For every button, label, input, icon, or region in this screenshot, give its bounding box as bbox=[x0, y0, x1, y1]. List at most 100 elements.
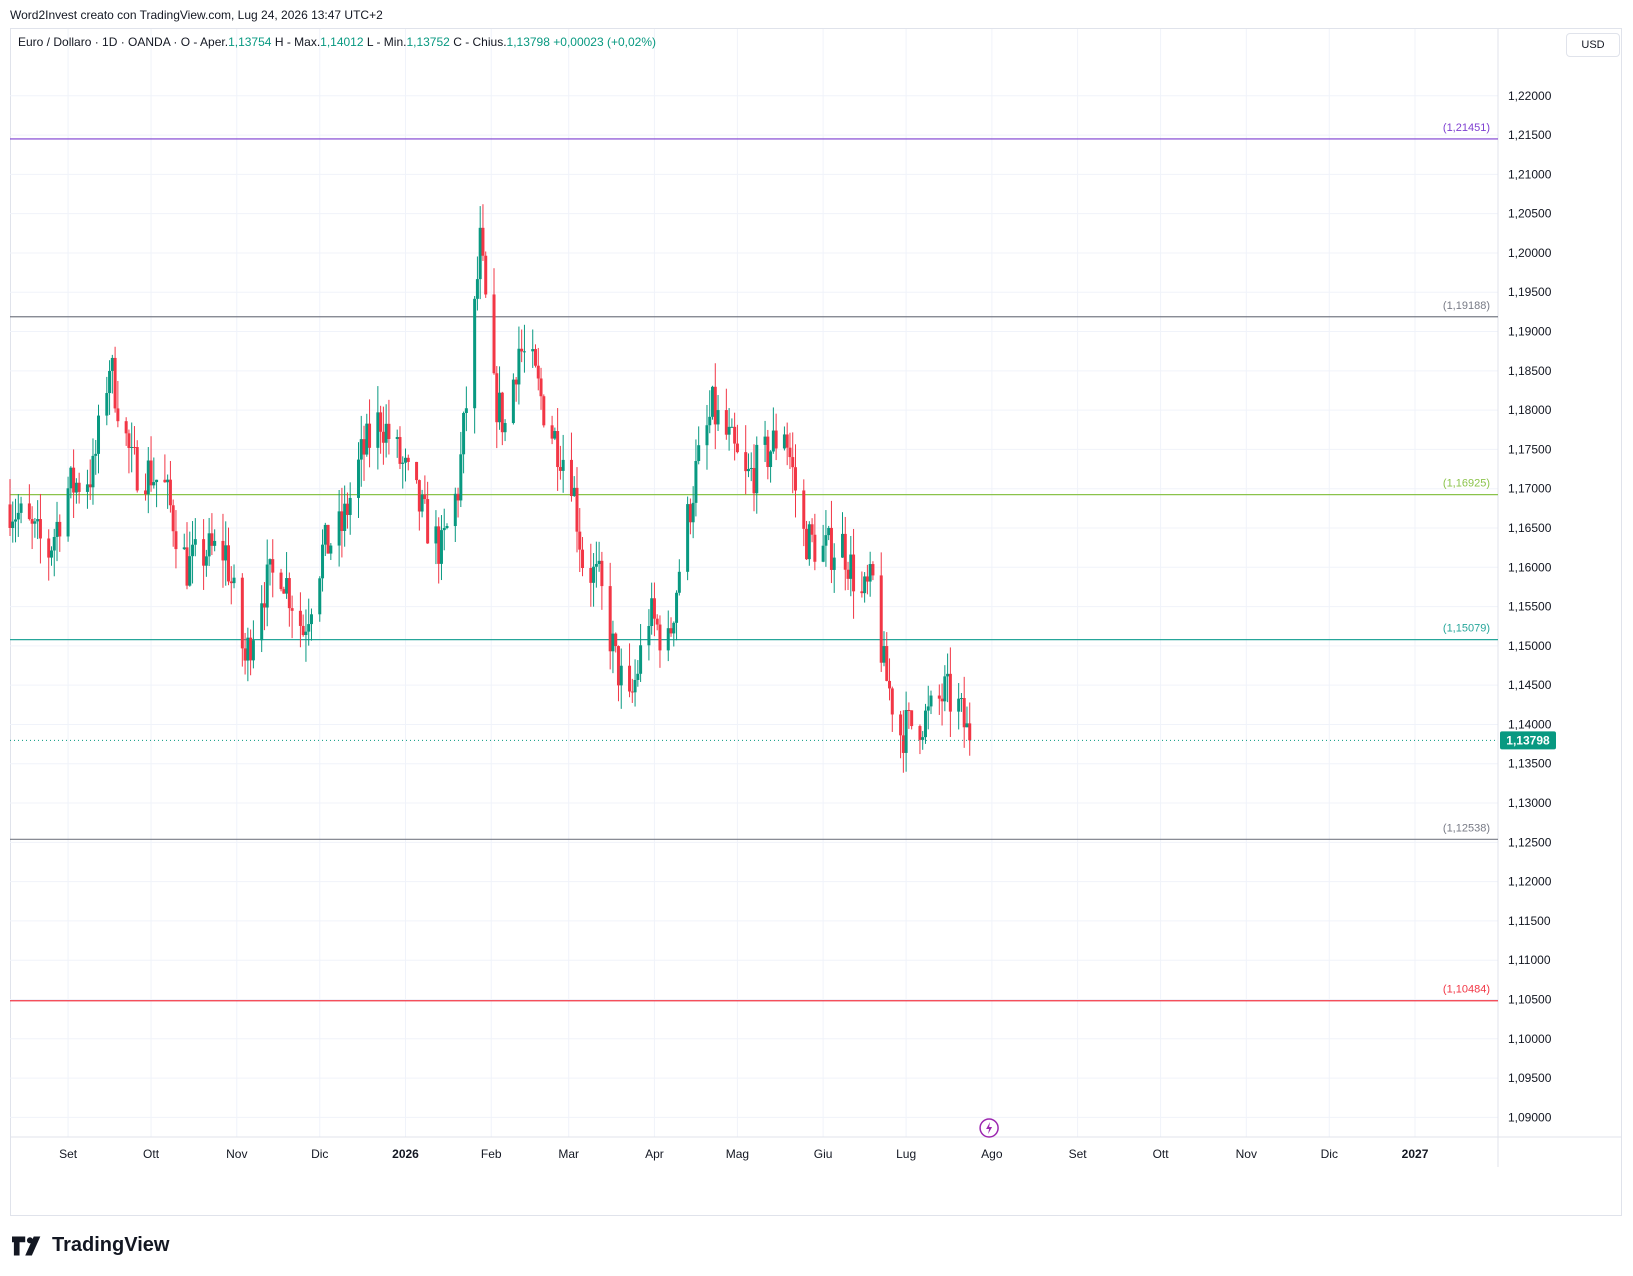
candle-body bbox=[459, 454, 463, 501]
candle-body bbox=[365, 423, 369, 455]
y-tick-label: 1,16000 bbox=[1508, 560, 1552, 574]
legend-high-value: 1,14012 bbox=[320, 35, 364, 49]
candle-body bbox=[849, 554, 853, 579]
candle-body bbox=[110, 357, 114, 371]
candle-body bbox=[359, 439, 363, 460]
candle-body bbox=[144, 490, 148, 495]
candle-body bbox=[763, 436, 767, 445]
candle-body bbox=[69, 467, 73, 489]
candle-body bbox=[517, 348, 521, 385]
y-tick-label: 1,15500 bbox=[1508, 600, 1552, 614]
candle-body bbox=[675, 592, 679, 623]
candle-body bbox=[163, 479, 167, 483]
legend-high-label: H - Max. bbox=[274, 35, 321, 49]
tradingview-logo[interactable]: TradingView bbox=[12, 1234, 169, 1257]
candle-body bbox=[132, 446, 136, 448]
candle-body bbox=[520, 348, 524, 352]
candle-body bbox=[910, 710, 914, 727]
candle-body bbox=[127, 433, 131, 448]
horizontal-level-label: (1,16925) bbox=[1443, 478, 1490, 490]
y-tick-label: 1,11000 bbox=[1508, 953, 1551, 967]
chart-frame[interactable] bbox=[10, 28, 1622, 1216]
candle-body bbox=[650, 598, 654, 627]
candle-body bbox=[49, 550, 53, 558]
candle-body bbox=[298, 610, 302, 626]
candle-body bbox=[97, 415, 101, 454]
x-tick-label: Dic bbox=[1321, 1147, 1338, 1161]
candle-body bbox=[511, 379, 515, 424]
candle-body bbox=[8, 504, 12, 528]
candle-body bbox=[484, 255, 488, 295]
candle-body bbox=[542, 396, 546, 426]
candle-body bbox=[105, 393, 109, 416]
y-tick-label: 1,14000 bbox=[1508, 717, 1552, 731]
y-tick-label: 1,09000 bbox=[1508, 1110, 1552, 1124]
candle-body bbox=[619, 665, 623, 686]
candle-body bbox=[473, 298, 477, 409]
candle-body bbox=[686, 504, 690, 572]
candle-body bbox=[282, 589, 286, 594]
y-tick-label: 1,20000 bbox=[1508, 246, 1552, 260]
candle-body bbox=[669, 628, 673, 634]
candle-body bbox=[514, 379, 518, 385]
candle-body bbox=[901, 735, 905, 753]
tradingview-logo-icon bbox=[12, 1236, 41, 1255]
candle-body bbox=[113, 357, 117, 409]
y-tick-label: 1,22000 bbox=[1508, 89, 1552, 103]
currency-button[interactable]: USD bbox=[1566, 33, 1620, 57]
candle-body bbox=[345, 503, 349, 515]
candle-body bbox=[539, 378, 543, 397]
candle-body bbox=[204, 556, 208, 566]
horizontal-level-label: (1,19188) bbox=[1443, 300, 1490, 312]
candle-body bbox=[146, 460, 150, 495]
candle-body bbox=[271, 559, 275, 573]
candle-body bbox=[846, 569, 850, 579]
candle-body bbox=[882, 646, 886, 663]
candle-body bbox=[249, 637, 253, 661]
candle-body bbox=[445, 526, 449, 529]
legend-close-label: C - Chius. bbox=[453, 35, 507, 49]
candle-body bbox=[207, 533, 211, 557]
legend-change-value: +0,00023 (+0,02%) bbox=[553, 35, 657, 49]
y-tick-label: 1,20500 bbox=[1508, 207, 1552, 221]
candle-body bbox=[929, 695, 933, 707]
candle-body bbox=[368, 423, 372, 448]
x-tick-label: Lug bbox=[896, 1147, 916, 1161]
candle-body bbox=[124, 421, 128, 434]
candle-body bbox=[628, 665, 632, 692]
candle-body bbox=[152, 482, 156, 486]
candle-body bbox=[558, 467, 562, 471]
candle-body bbox=[572, 487, 576, 497]
candle-body bbox=[926, 706, 930, 711]
candle-body bbox=[149, 460, 153, 486]
candle-body bbox=[592, 566, 596, 583]
candle-body bbox=[677, 571, 681, 593]
candle-body bbox=[655, 618, 659, 625]
candle-body bbox=[398, 437, 402, 464]
candle-body bbox=[462, 413, 466, 455]
candle-body bbox=[636, 673, 640, 680]
candle-body bbox=[202, 539, 206, 566]
candle-body bbox=[287, 578, 291, 609]
candle-body bbox=[940, 698, 944, 702]
candle-body bbox=[868, 564, 872, 582]
x-tick-label: Nov bbox=[226, 1147, 247, 1161]
candle-body bbox=[724, 410, 728, 435]
candle-body bbox=[19, 503, 23, 513]
y-tick-label: 1,18000 bbox=[1508, 403, 1552, 417]
candle-body bbox=[793, 467, 797, 491]
candle-body bbox=[691, 502, 695, 523]
candle-body bbox=[309, 614, 313, 625]
candle-body bbox=[630, 691, 634, 693]
candle-body bbox=[453, 493, 457, 527]
candle-body bbox=[904, 709, 908, 753]
y-tick-label: 1,09500 bbox=[1508, 1071, 1552, 1085]
candle-body bbox=[694, 461, 698, 503]
candle-body bbox=[108, 370, 112, 394]
candle-body bbox=[594, 563, 598, 567]
y-tick-label: 1,19500 bbox=[1508, 285, 1552, 299]
candle-body bbox=[522, 351, 526, 353]
candle-body bbox=[226, 545, 230, 582]
candle-body bbox=[852, 554, 856, 592]
